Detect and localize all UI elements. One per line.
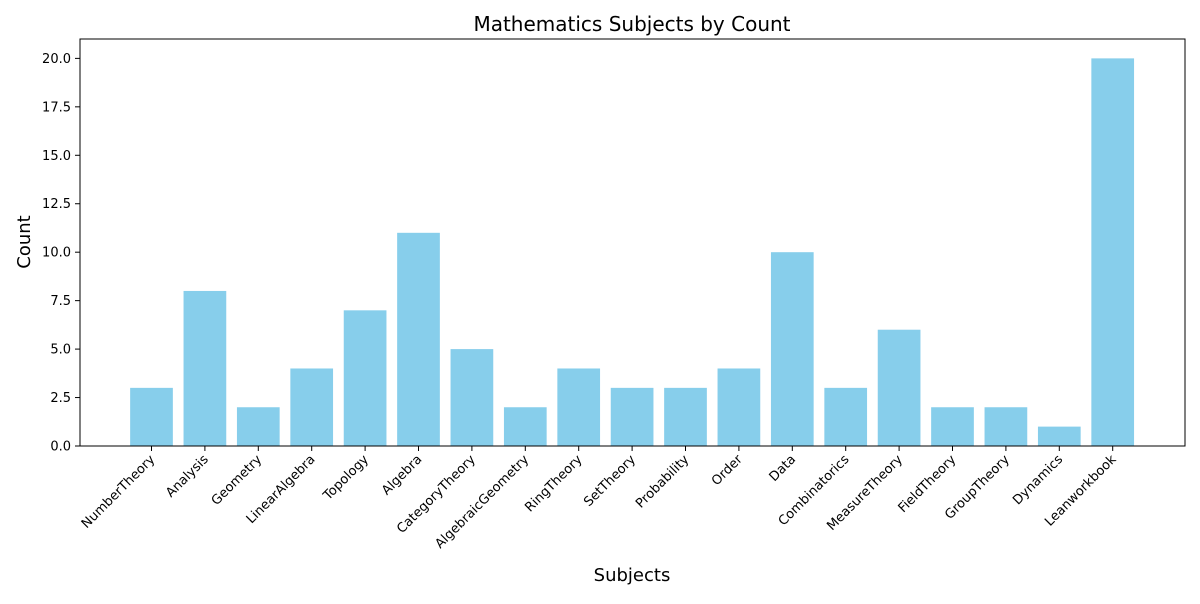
x-tick-label: Probability bbox=[633, 452, 692, 511]
x-tick-label: Topology bbox=[320, 452, 372, 504]
bar bbox=[1037, 426, 1081, 446]
x-ticks-layer: NumberTheory AnalysisGeometryLinearAlgebr… bbox=[79, 446, 1120, 552]
y-tick-label: 0.0 bbox=[50, 440, 71, 455]
y-tick-label: 17.5 bbox=[42, 100, 71, 115]
x-tick-label: Data bbox=[767, 452, 800, 485]
x-axis-label: Subjects bbox=[594, 565, 671, 586]
y-tick-label: 10.0 bbox=[42, 246, 71, 261]
x-tick-label: RingTheory bbox=[522, 452, 585, 515]
bar bbox=[343, 310, 387, 446]
y-tick-label: 5.0 bbox=[50, 343, 71, 358]
x-tick-label: NumberTheory bbox=[79, 452, 159, 532]
y-tick-label: 20.0 bbox=[42, 52, 71, 67]
bar bbox=[1091, 58, 1135, 446]
bar bbox=[984, 407, 1028, 446]
y-tick-label: 7.5 bbox=[50, 294, 71, 309]
bar bbox=[183, 290, 227, 446]
bar bbox=[557, 368, 601, 446]
bar bbox=[236, 407, 280, 446]
y-ticks-layer: 0.0 2.5 5.0 7.5 10.0 12.5 15.0 17.5 20.0 bbox=[42, 52, 80, 455]
bar bbox=[717, 368, 761, 446]
x-tick-label: Dynamics bbox=[1010, 452, 1066, 508]
chart-title: Mathematics Subjects by Count bbox=[473, 12, 790, 36]
y-tick-label: 12.5 bbox=[42, 197, 71, 212]
x-tick-label: Geometry bbox=[209, 452, 266, 509]
bar bbox=[503, 407, 547, 446]
plot-frame bbox=[79, 38, 1186, 447]
bars-layer bbox=[130, 58, 1135, 446]
x-tick-label: Algebra bbox=[379, 452, 425, 498]
y-tick-label: 15.0 bbox=[42, 149, 71, 164]
bar bbox=[397, 232, 440, 446]
x-tick-label: AlgebraicGeometry bbox=[432, 452, 532, 552]
bar bbox=[290, 368, 334, 446]
bar bbox=[931, 407, 974, 446]
x-tick-label: Analysis bbox=[163, 452, 212, 501]
y-tick-label: 2.5 bbox=[50, 391, 71, 406]
bar bbox=[877, 329, 921, 446]
bar bbox=[664, 387, 707, 446]
bar bbox=[130, 387, 173, 446]
bar bbox=[770, 252, 814, 446]
y-axis-label: Count bbox=[14, 215, 35, 268]
x-tick-label: Order bbox=[709, 452, 746, 489]
bar bbox=[610, 387, 654, 446]
bar bbox=[450, 349, 494, 446]
x-tick-label: SetTheory bbox=[581, 452, 639, 510]
bar bbox=[824, 387, 868, 446]
